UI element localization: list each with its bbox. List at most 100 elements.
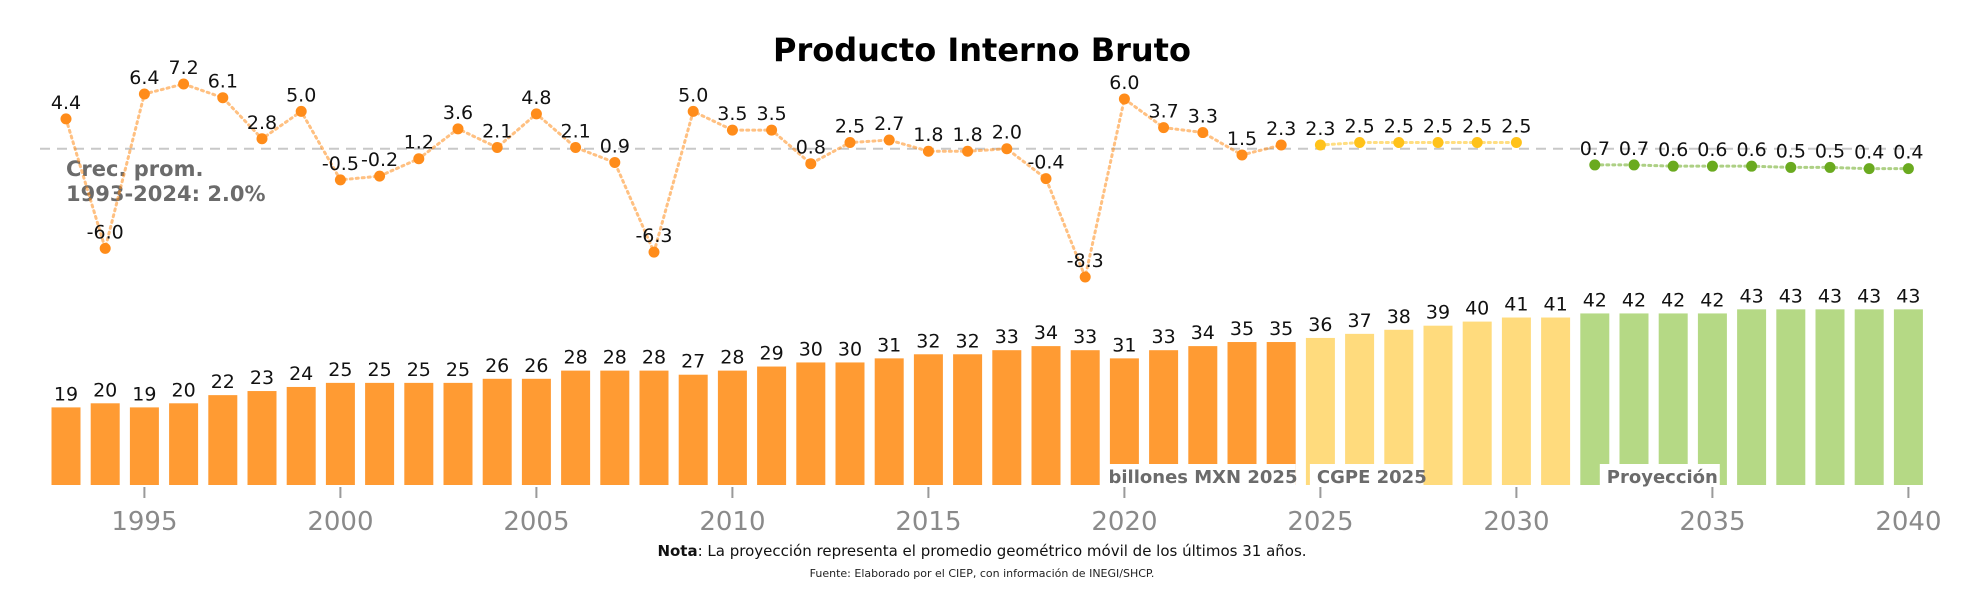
bar-2004 (482, 378, 512, 485)
bar-1996 (169, 403, 199, 485)
growth-point-2009 (687, 105, 699, 117)
growth-label-2021: 3.7 (1148, 101, 1178, 123)
growth-point-2004 (491, 142, 503, 154)
growth-label-2036: 0.6 (1736, 139, 1766, 161)
growth-point-2033 (1628, 159, 1640, 171)
growth-point-2027 (1393, 137, 1405, 149)
bar-2010 (717, 370, 747, 485)
bar-1995 (129, 407, 159, 485)
bar-2027 (1384, 329, 1414, 485)
growth-label-2028: 2.5 (1423, 116, 1453, 138)
growth-point-2028 (1432, 137, 1444, 149)
growth-label-2023: 1.5 (1227, 128, 1257, 150)
bar-2017 (992, 350, 1022, 485)
bar-2026 (1345, 333, 1375, 485)
growth-point-2002 (413, 153, 425, 165)
bar-label-1997: 22 (211, 371, 235, 393)
growth-label-2022: 3.3 (1188, 106, 1218, 128)
bar-label-2001: 25 (368, 359, 392, 381)
bar-2037 (1776, 309, 1806, 485)
bar-2028 (1423, 325, 1453, 485)
bar-1994 (90, 403, 120, 485)
bar-2014 (874, 358, 904, 485)
growth-point-1993 (60, 113, 72, 125)
bar-1999 (286, 386, 316, 485)
bar-label-2003: 25 (446, 359, 470, 381)
growth-point-2008 (648, 246, 660, 258)
bar-label-2026: 37 (1348, 310, 1372, 332)
bar-label-2037: 43 (1779, 285, 1803, 307)
bar-2038 (1815, 309, 1845, 485)
growth-label-2002: 1.2 (404, 132, 434, 154)
growth-point-1994 (99, 242, 111, 254)
bar-label-2011: 29 (760, 343, 784, 365)
bar-2034 (1658, 313, 1688, 485)
growth-label-1999: 5.0 (286, 84, 316, 106)
bar-2033 (1619, 313, 1649, 485)
growth-label-2027: 2.5 (1384, 116, 1414, 138)
growth-point-2022 (1197, 127, 1209, 139)
growth-point-2025 (1314, 139, 1326, 151)
bar-label-1999: 24 (289, 363, 313, 385)
growth-label-2020: 6.0 (1109, 72, 1139, 94)
growth-label-2030: 2.5 (1501, 116, 1531, 138)
bar-label-2012: 30 (799, 338, 823, 360)
bar-label-1993: 19 (54, 383, 78, 405)
bar-2040 (1893, 309, 1923, 485)
growth-label-2034: 0.6 (1658, 139, 1688, 161)
growth-label-2008: -6.3 (635, 225, 672, 247)
growth-point-2036 (1746, 160, 1758, 172)
growth-point-2039 (1863, 163, 1875, 175)
bar-label-2000: 25 (328, 359, 352, 381)
growth-label-2032: 0.7 (1580, 138, 1610, 160)
growth-point-2007 (609, 156, 621, 168)
bar-label-2033: 42 (1622, 289, 1646, 311)
growth-label-2033: 0.7 (1619, 138, 1649, 160)
bar-label-2022: 34 (1191, 322, 1215, 344)
growth-point-2021 (1158, 122, 1170, 134)
growth-point-1997 (217, 92, 229, 104)
x-tick-label-2000: 2000 (307, 507, 373, 537)
growth-label-2006: 2.1 (560, 121, 590, 143)
bar-2006 (561, 370, 591, 485)
growth-label-2019: -8.3 (1067, 250, 1104, 272)
segment-label-1: CGPE 2025 (1317, 467, 1427, 488)
growth-label-2009: 5.0 (678, 84, 708, 106)
growth-point-2023 (1236, 149, 1248, 161)
growth-label-1993: 4.4 (51, 92, 81, 114)
bar-label-2019: 33 (1073, 326, 1097, 348)
segment-label-box-0 (1101, 464, 1296, 488)
bar-label-2018: 34 (1034, 322, 1058, 344)
bar-label-2027: 38 (1387, 306, 1411, 328)
growth-point-2026 (1354, 137, 1366, 149)
growth-point-1995 (138, 88, 150, 100)
bar-1993 (51, 407, 81, 485)
bar-label-2014: 31 (877, 334, 901, 356)
chart-title: Producto Interno Bruto (773, 31, 1191, 69)
growth-label-2016: 1.8 (952, 124, 982, 146)
bar-label-2035: 42 (1700, 289, 1724, 311)
average-label-line2: 1993-2024: 2.0% (66, 182, 266, 206)
x-tick-label-1995: 1995 (111, 507, 177, 537)
growth-point-2018 (1040, 173, 1052, 185)
bar-2024 (1266, 342, 1296, 485)
growth-label-1994: -6.0 (87, 221, 124, 243)
growth-label-2025: 2.3 (1305, 118, 1335, 140)
growth-point-2030 (1510, 137, 1522, 149)
bar-2003 (443, 382, 473, 485)
bar-label-2009: 27 (681, 351, 705, 373)
note-text: : La proyección representa el promedio g… (698, 542, 1307, 560)
bar-label-2017: 33 (995, 326, 1019, 348)
bar-1997 (208, 395, 238, 485)
bar-label-2029: 40 (1465, 298, 1489, 320)
bar-label-1996: 20 (172, 379, 196, 401)
segment-label-2: Proyección (1607, 467, 1718, 488)
growth-label-2029: 2.5 (1462, 116, 1492, 138)
growth-point-2024 (1275, 139, 1287, 151)
growth-point-2005 (530, 108, 542, 120)
growth-point-2017 (1001, 143, 1013, 155)
growth-label-2005: 4.8 (521, 87, 551, 109)
bar-2036 (1737, 309, 1767, 485)
segment-label-box-1 (1309, 464, 1420, 488)
growth-point-2012 (805, 158, 817, 170)
